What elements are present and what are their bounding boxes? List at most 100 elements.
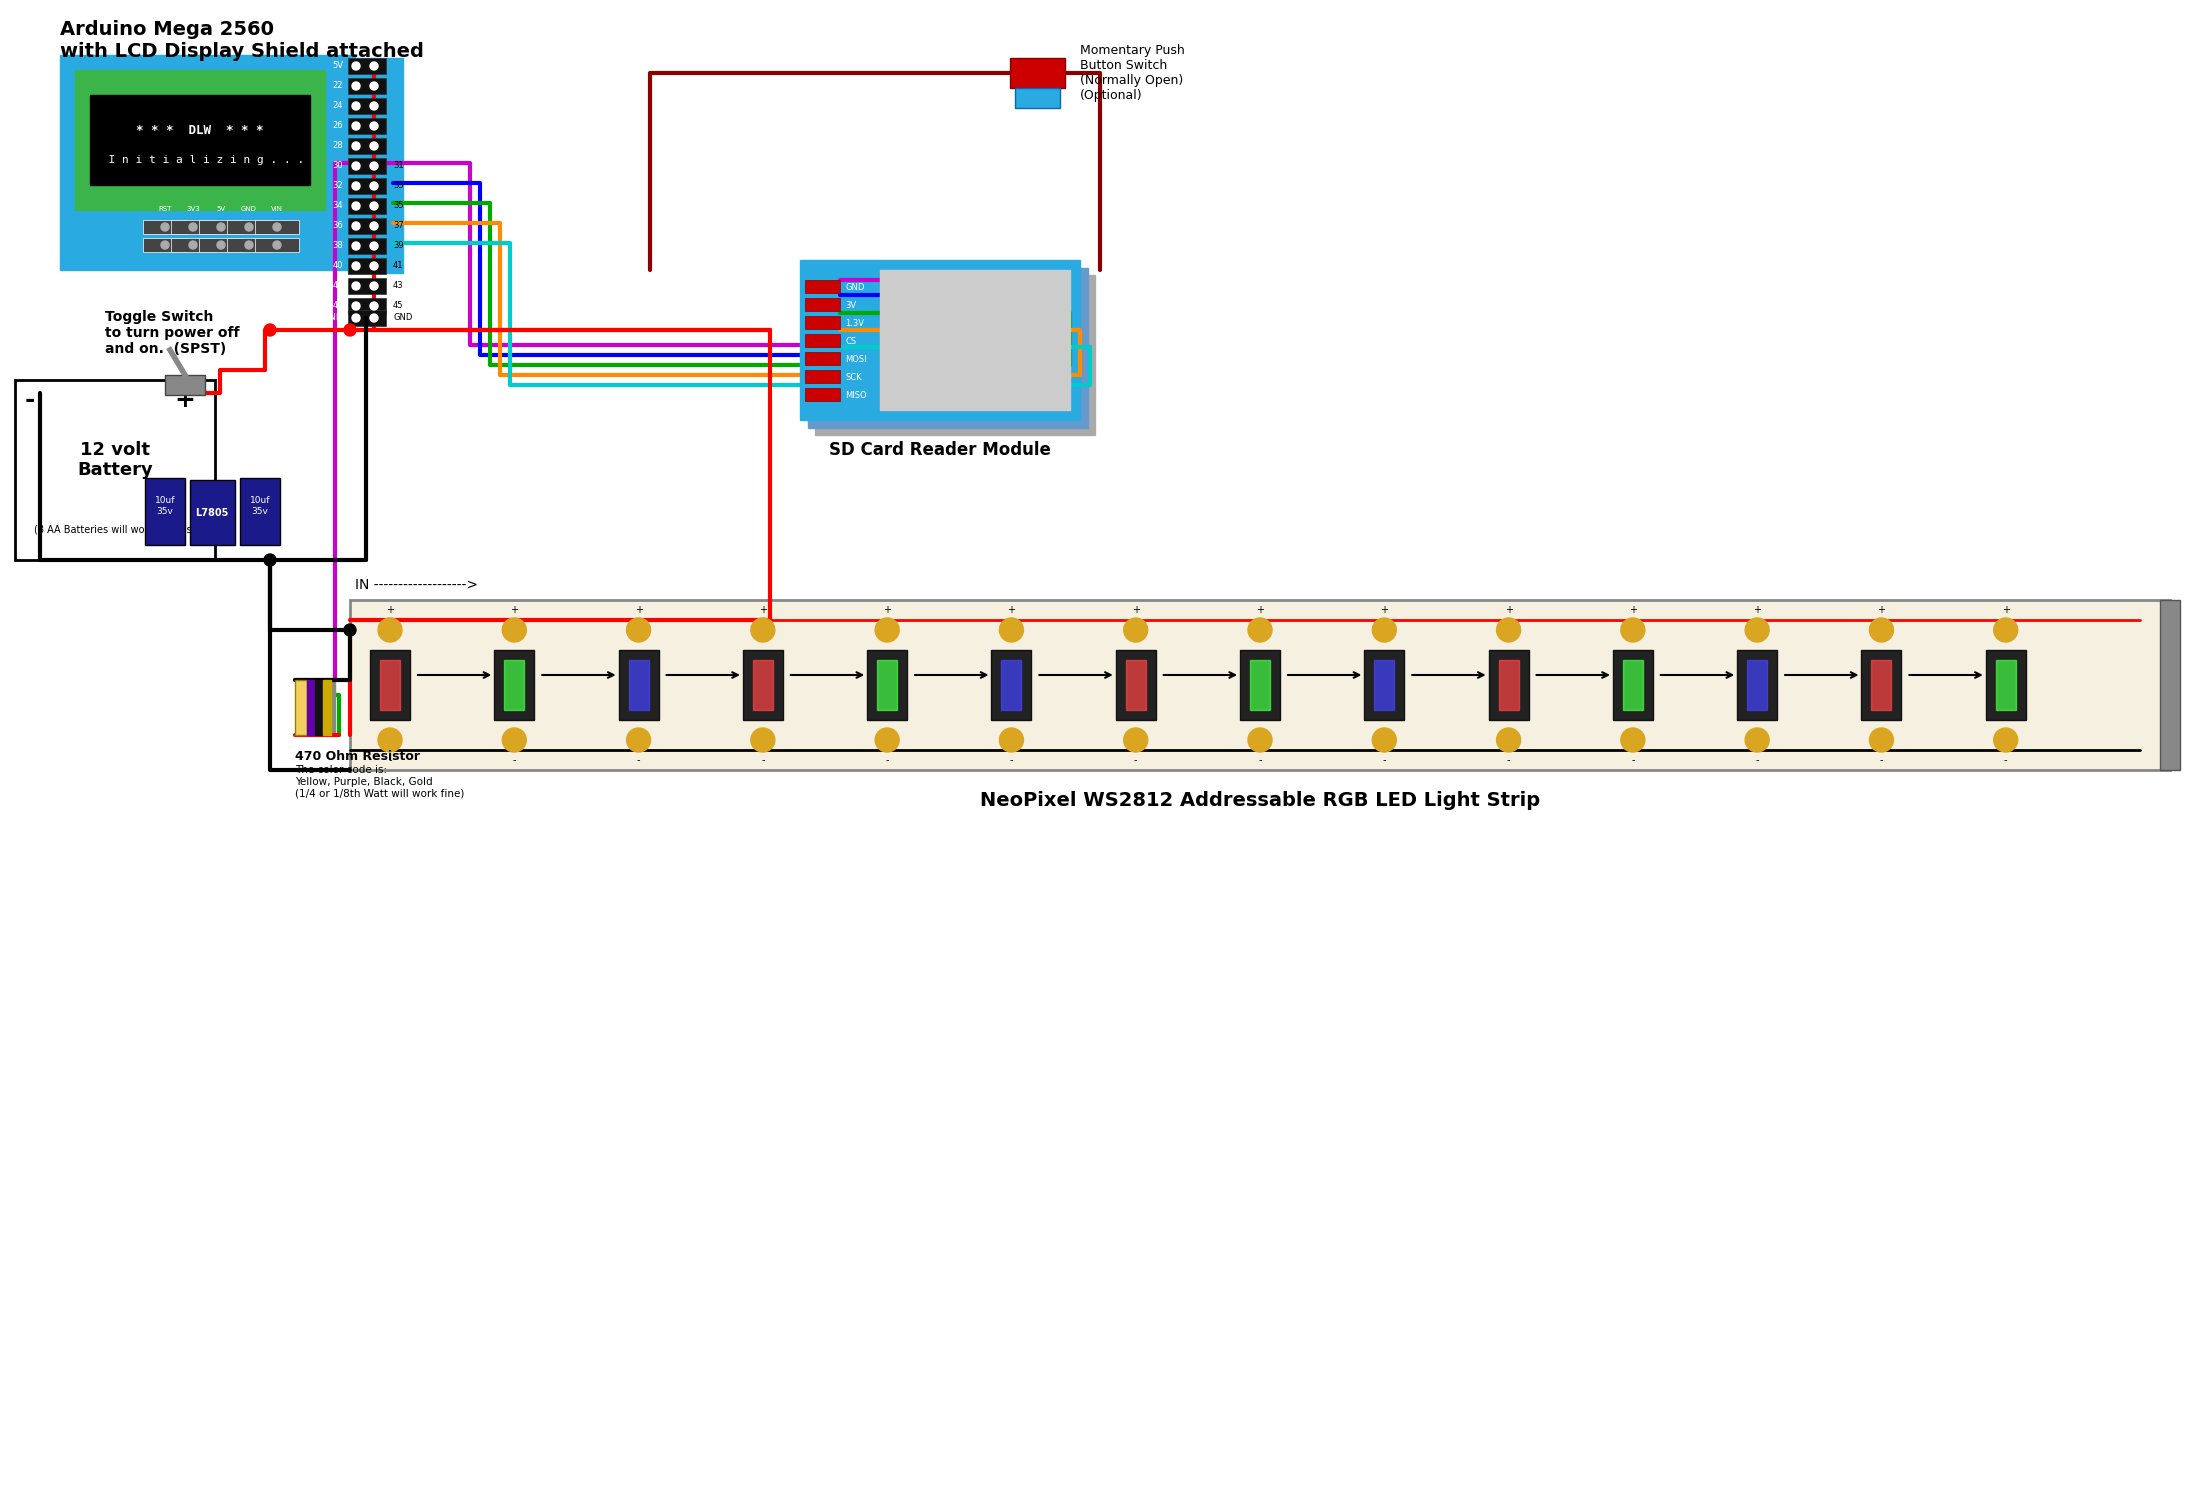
Circle shape bbox=[273, 241, 282, 249]
Bar bbox=[255, 220, 299, 235]
Bar bbox=[1126, 660, 1146, 710]
Circle shape bbox=[370, 282, 378, 290]
Bar bbox=[1115, 650, 1155, 720]
Circle shape bbox=[370, 182, 378, 190]
Text: 44: 44 bbox=[332, 302, 343, 311]
Text: -: - bbox=[1879, 754, 1883, 765]
Text: 34: 34 bbox=[332, 202, 343, 211]
Bar bbox=[805, 371, 840, 382]
Bar bbox=[805, 388, 840, 400]
Circle shape bbox=[1745, 619, 1769, 642]
Circle shape bbox=[343, 624, 356, 636]
Text: +: + bbox=[174, 388, 196, 412]
Bar bbox=[1250, 660, 1269, 710]
Circle shape bbox=[264, 324, 275, 336]
Bar bbox=[227, 220, 271, 235]
Text: +: + bbox=[1379, 605, 1388, 616]
Text: -: - bbox=[884, 754, 889, 765]
Text: 28: 28 bbox=[332, 142, 343, 151]
Bar bbox=[1987, 650, 2026, 720]
Circle shape bbox=[999, 619, 1023, 642]
Bar bbox=[992, 650, 1032, 720]
Bar bbox=[1624, 660, 1643, 710]
Bar bbox=[308, 680, 315, 735]
Text: +: + bbox=[634, 605, 642, 616]
Text: 26: 26 bbox=[332, 121, 343, 130]
Text: 30: 30 bbox=[332, 161, 343, 170]
Text: 38: 38 bbox=[332, 242, 343, 251]
Bar bbox=[1995, 660, 2015, 710]
Circle shape bbox=[370, 242, 378, 249]
Text: VIN: VIN bbox=[271, 206, 284, 212]
Circle shape bbox=[1373, 619, 1397, 642]
Text: 12 volt
Battery: 12 volt Battery bbox=[77, 441, 152, 480]
Circle shape bbox=[378, 619, 403, 642]
Bar bbox=[348, 78, 385, 94]
Circle shape bbox=[1745, 728, 1769, 751]
Circle shape bbox=[370, 82, 378, 90]
Circle shape bbox=[370, 202, 378, 211]
Bar bbox=[1375, 660, 1395, 710]
Circle shape bbox=[352, 82, 361, 90]
Bar bbox=[1738, 650, 1778, 720]
Text: +: + bbox=[1628, 605, 1637, 616]
Bar bbox=[867, 650, 906, 720]
Text: GND: GND bbox=[242, 206, 257, 212]
Bar bbox=[59, 55, 354, 270]
Bar bbox=[348, 137, 385, 154]
Circle shape bbox=[876, 619, 900, 642]
Circle shape bbox=[1870, 619, 1894, 642]
Bar bbox=[348, 58, 403, 273]
Text: 35: 35 bbox=[394, 202, 403, 211]
Bar bbox=[805, 279, 840, 293]
Circle shape bbox=[370, 223, 378, 230]
Text: 37: 37 bbox=[394, 221, 405, 230]
Circle shape bbox=[189, 223, 198, 232]
Circle shape bbox=[370, 61, 378, 70]
Bar bbox=[618, 650, 658, 720]
Text: The color code is:
Yellow, Purple, Black, Gold
(1/4 or 1/8th Watt will work fine: The color code is: Yellow, Purple, Black… bbox=[295, 765, 464, 798]
Bar bbox=[348, 58, 385, 75]
Text: MOSI: MOSI bbox=[845, 354, 867, 363]
Bar bbox=[348, 278, 385, 294]
Circle shape bbox=[1124, 619, 1148, 642]
Bar bbox=[1489, 650, 1529, 720]
Text: 40: 40 bbox=[332, 261, 343, 270]
Text: +: + bbox=[385, 605, 394, 616]
Bar bbox=[165, 375, 205, 394]
Text: * * *  DLW  * * *: * * * DLW * * * bbox=[136, 124, 264, 136]
Text: +: + bbox=[882, 605, 891, 616]
Circle shape bbox=[370, 314, 378, 323]
Bar bbox=[1010, 58, 1065, 88]
Circle shape bbox=[352, 242, 361, 249]
Text: 3V: 3V bbox=[845, 300, 856, 309]
Text: 5V: 5V bbox=[216, 206, 227, 212]
Text: +: + bbox=[510, 605, 519, 616]
Text: -: - bbox=[1258, 754, 1263, 765]
Text: +: + bbox=[1877, 605, 1885, 616]
Circle shape bbox=[370, 302, 378, 309]
Circle shape bbox=[1247, 619, 1272, 642]
Circle shape bbox=[352, 61, 361, 70]
Text: 24: 24 bbox=[332, 102, 343, 111]
Text: -: - bbox=[1630, 754, 1635, 765]
Text: 31: 31 bbox=[394, 161, 403, 170]
Text: 10uf
35v: 10uf 35v bbox=[251, 496, 271, 515]
Text: NeoPixel WS2812 Addressable RGB LED Light Strip: NeoPixel WS2812 Addressable RGB LED Ligh… bbox=[979, 790, 1540, 810]
Text: +: + bbox=[1753, 605, 1762, 616]
Circle shape bbox=[1124, 728, 1148, 751]
Bar bbox=[1747, 660, 1767, 710]
Bar bbox=[75, 70, 326, 211]
Text: -: - bbox=[761, 754, 766, 765]
Text: Arduino Mega 2560
with LCD Display Shield attached: Arduino Mega 2560 with LCD Display Shiel… bbox=[59, 19, 425, 61]
Text: +: + bbox=[2002, 605, 2011, 616]
Bar bbox=[2160, 601, 2180, 769]
Text: (8 AA Batteries will work for this): (8 AA Batteries will work for this) bbox=[35, 524, 196, 535]
Circle shape bbox=[352, 282, 361, 290]
Text: 36: 36 bbox=[332, 221, 343, 230]
Bar bbox=[348, 118, 385, 134]
Text: -: - bbox=[1507, 754, 1511, 765]
Bar bbox=[805, 353, 840, 365]
Bar bbox=[752, 660, 772, 710]
Bar bbox=[805, 335, 840, 347]
